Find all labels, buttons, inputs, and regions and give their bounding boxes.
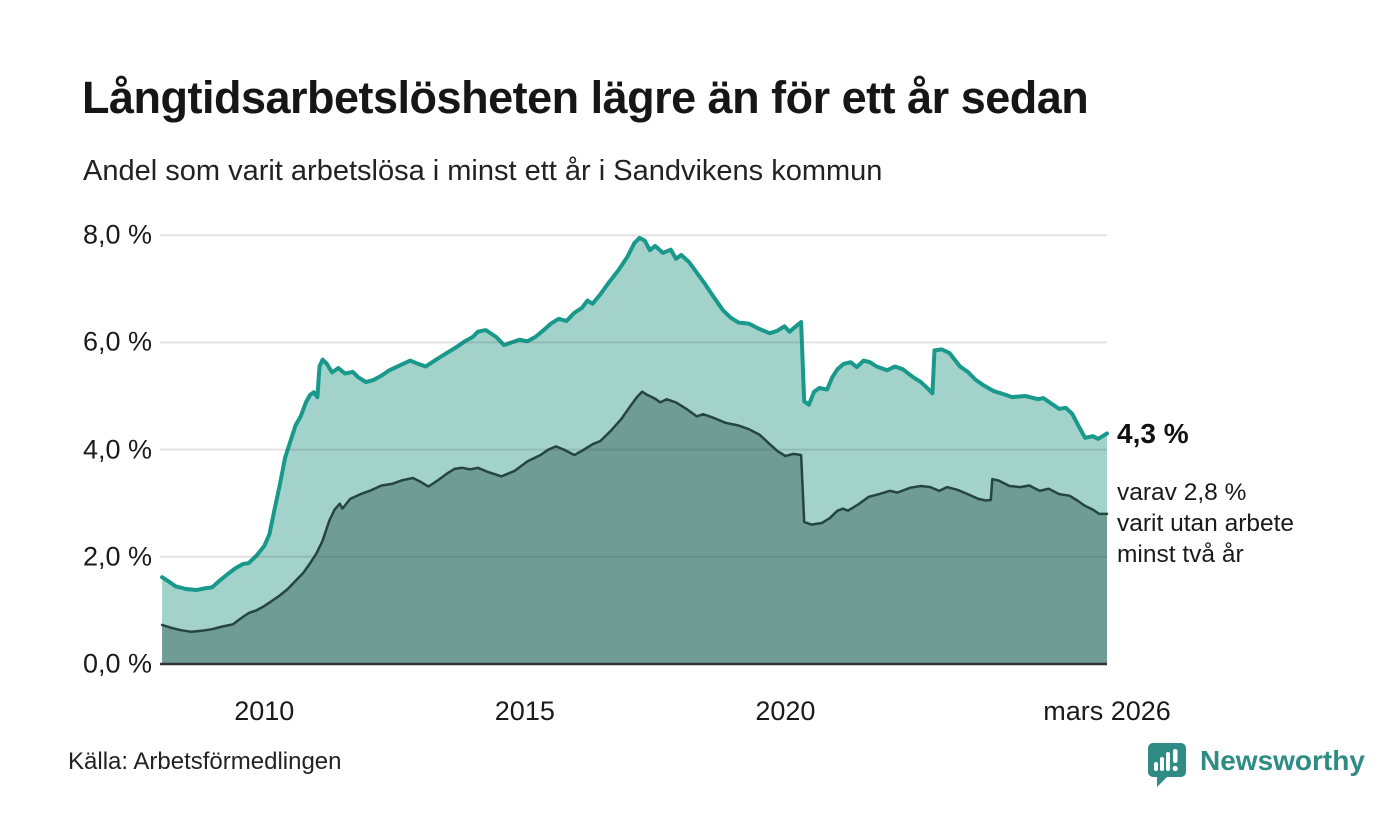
- x-tick-label-2020: 2020: [755, 696, 816, 726]
- x-tick-label-2015: 2015: [494, 696, 555, 726]
- newsworthy-logo-text: Newsworthy: [1200, 745, 1365, 776]
- source-note: Källa: Arbetsförmedlingen: [68, 748, 342, 775]
- subset-annotation-line1: varav 2,8 %: [1117, 479, 1247, 506]
- subset-value-annotation: varav 2,8 % varit utan arbete minst två …: [1117, 477, 1294, 570]
- total-value-annotation: 4,3 %: [1117, 418, 1189, 449]
- logo-bar-tall: [1166, 752, 1170, 771]
- logo-bar-medium: [1160, 757, 1164, 771]
- subset-annotation-line2: varit utan arbete: [1117, 510, 1295, 537]
- y-tick-label-2: 2,0 %: [82, 541, 152, 572]
- y-tick-label-4: 4,0 %: [82, 434, 152, 465]
- y-tick-label-0: 0,0 %: [82, 648, 152, 679]
- y-tick-label-6: 6,0 %: [82, 326, 152, 357]
- logo-bar-short: [1154, 762, 1158, 771]
- logo-exclamation-bar: [1173, 749, 1178, 763]
- page-title: Långtidsarbetslösheten lägre än för ett …: [82, 72, 1089, 123]
- series-area-two-years: [162, 391, 1108, 664]
- newsworthy-logo-icon: [1148, 743, 1186, 787]
- page-subtitle: Andel som varit arbetslösa i minst ett å…: [83, 155, 883, 187]
- subset-annotation-line3: minst två år: [1117, 541, 1244, 568]
- x-tick-label-2010: 2010: [234, 696, 295, 726]
- series-line-two-years: [160, 390, 1109, 634]
- y-tick-label-8: 8,0 %: [82, 219, 152, 250]
- newsworthy-branding: Newsworthy: [1146, 741, 1365, 789]
- series-line-total: [160, 235, 1109, 592]
- x-tick-label-mars-2026: mars 2026: [1043, 696, 1171, 726]
- logo-exclamation-dot: [1172, 765, 1178, 772]
